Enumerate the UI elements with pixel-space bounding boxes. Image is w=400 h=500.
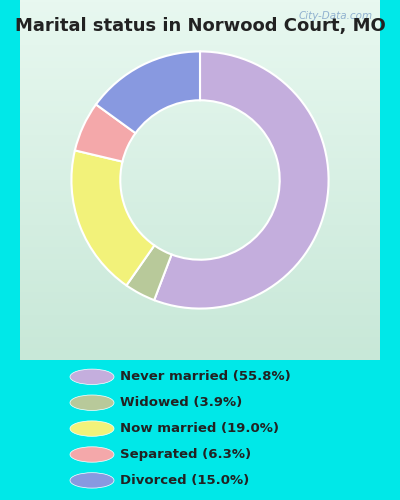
Wedge shape <box>96 52 200 133</box>
Wedge shape <box>72 150 154 286</box>
Text: Divorced (15.0%): Divorced (15.0%) <box>120 474 249 487</box>
Text: Never married (55.8%): Never married (55.8%) <box>120 370 291 384</box>
Text: Now married (19.0%): Now married (19.0%) <box>120 422 279 435</box>
Text: Widowed (3.9%): Widowed (3.9%) <box>120 396 242 409</box>
Circle shape <box>70 447 114 462</box>
Wedge shape <box>154 52 328 308</box>
Wedge shape <box>126 246 172 300</box>
Circle shape <box>70 395 114 410</box>
Circle shape <box>70 421 114 436</box>
Circle shape <box>70 472 114 488</box>
Text: Separated (6.3%): Separated (6.3%) <box>120 448 251 461</box>
Text: Marital status in Norwood Court, MO: Marital status in Norwood Court, MO <box>15 18 385 36</box>
Text: City-Data.com: City-Data.com <box>299 11 373 21</box>
Circle shape <box>70 369 114 384</box>
Wedge shape <box>75 104 136 162</box>
